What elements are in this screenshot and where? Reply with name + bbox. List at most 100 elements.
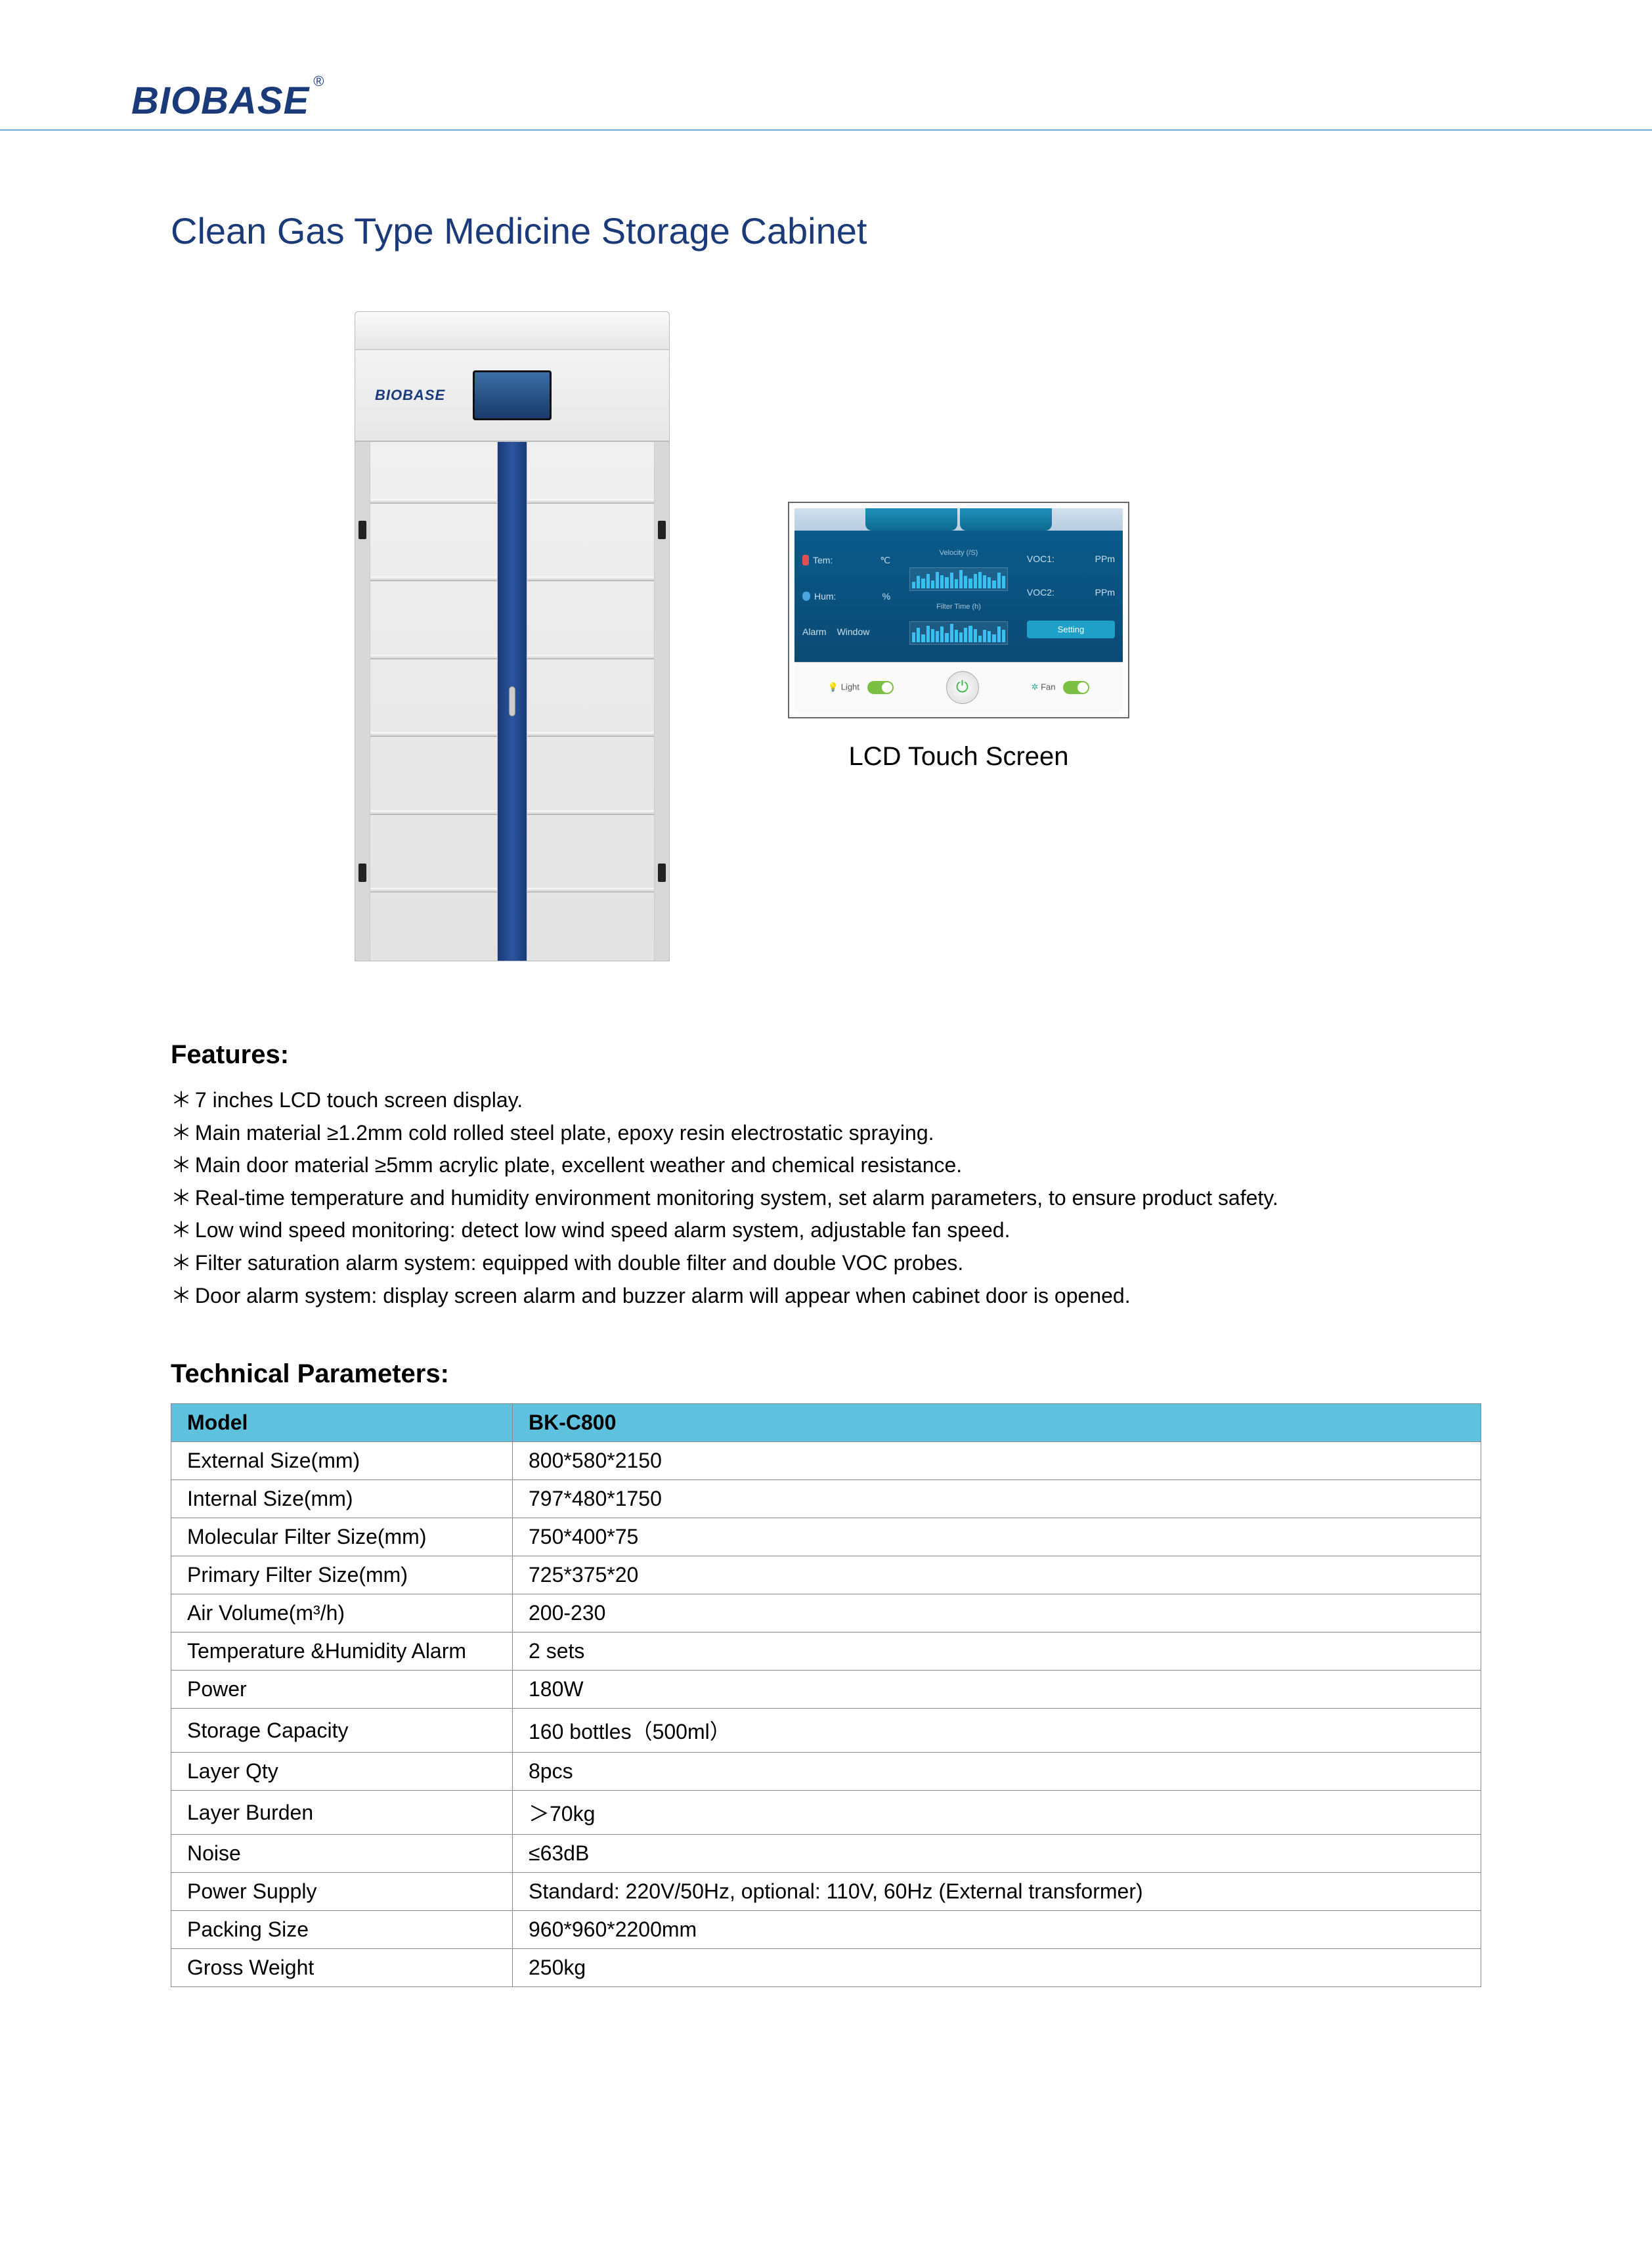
- shelf: [527, 499, 654, 504]
- table-cell-label: Storage Capacity: [171, 1709, 513, 1753]
- lcd-caption: LCD Touch Screen: [788, 742, 1129, 772]
- cabinet-top-cover: [355, 311, 670, 349]
- lcd-velocity-label: Velocity (/S): [940, 549, 978, 557]
- feature-item: Real-time temperature and humidity envir…: [171, 1182, 1481, 1215]
- lcd-hum-unit: %: [882, 591, 890, 602]
- cabinet-center: [370, 442, 655, 961]
- hinge-icon: [359, 864, 366, 882]
- table-cell-value: 250kg: [513, 1949, 1481, 1987]
- cabinet-mini-screen: [473, 370, 552, 420]
- lcd-touch-screen: Tem: ℃ Hum: % Alarm Win: [788, 502, 1129, 718]
- lcd-center-column: Velocity (/S) Filter Time (h): [897, 542, 1020, 650]
- table-cell-label: Power Supply: [171, 1873, 513, 1911]
- lcd-alarm-label: Alarm: [802, 626, 827, 637]
- table-cell-value: ≤63dB: [513, 1835, 1481, 1873]
- table-cell-label: Noise: [171, 1835, 513, 1873]
- shelf: [370, 499, 497, 504]
- shelf: [527, 810, 654, 815]
- drop-icon: [802, 592, 810, 601]
- table-cell-label: Air Volume(m³/h): [171, 1594, 513, 1632]
- lcd-tem-label: Tem:: [813, 555, 833, 565]
- shelf: [370, 577, 497, 581]
- table-row: External Size(mm)800*580*2150: [171, 1442, 1481, 1480]
- hinge-icon: [359, 521, 366, 539]
- cabinet-handle: [509, 686, 515, 716]
- cabinet-illustration: BIOBASE: [355, 311, 670, 961]
- feature-item: Main material ≥1.2mm cold rolled steel p…: [171, 1117, 1481, 1150]
- shelf: [527, 577, 654, 581]
- table-row: Layer Qty8pcs: [171, 1753, 1481, 1791]
- lcd-voc1-label: VOC1:: [1027, 554, 1054, 564]
- page-title: Clean Gas Type Medicine Storage Cabinet: [171, 209, 1481, 252]
- table-cell-value: 180W: [513, 1671, 1481, 1709]
- params-heading: Technical Parameters:: [171, 1359, 1481, 1389]
- table-cell-label: Layer Burden: [171, 1791, 513, 1835]
- lcd-voc2-label: VOC2:: [1027, 587, 1054, 598]
- lcd-light-control[interactable]: 💡 Light: [828, 681, 894, 694]
- table-row: Power180W: [171, 1671, 1481, 1709]
- cabinet-door-right: [527, 442, 655, 961]
- lcd-filter-time-label: Filter Time (h): [936, 603, 981, 611]
- brand-text: BIOBASE: [131, 79, 309, 122]
- brand-logo: BIOBASE®: [0, 79, 1652, 129]
- table-row: Temperature &Humidity Alarm2 sets: [171, 1632, 1481, 1671]
- lcd-velocity-chart: [909, 567, 1008, 591]
- table-cell-label: Gross Weight: [171, 1949, 513, 1987]
- table-cell-label: Temperature &Humidity Alarm: [171, 1632, 513, 1671]
- table-cell-label: Packing Size: [171, 1911, 513, 1949]
- lcd-fan-label: Fan: [1041, 682, 1055, 691]
- table-cell-value: 725*375*20: [513, 1556, 1481, 1594]
- feature-item: Main door material ≥5mm acrylic plate, e…: [171, 1149, 1481, 1182]
- lcd-fan-control[interactable]: ✲ Fan: [1032, 681, 1090, 694]
- table-cell-value: 8pcs: [513, 1753, 1481, 1791]
- shelf: [370, 810, 497, 815]
- table-header-cell: BK-C800: [513, 1404, 1481, 1442]
- table-cell-value: 800*580*2150: [513, 1442, 1481, 1480]
- table-cell-value: 2 sets: [513, 1632, 1481, 1671]
- feature-item: Filter saturation alarm system: equipped…: [171, 1247, 1481, 1280]
- table-cell-value: 960*960*2200mm: [513, 1911, 1481, 1949]
- lcd-tab: [960, 508, 1052, 531]
- hinge-icon: [658, 864, 666, 882]
- lcd-inner: Tem: ℃ Hum: % Alarm Win: [794, 508, 1123, 712]
- feature-item: Door alarm system: display screen alarm …: [171, 1280, 1481, 1313]
- lcd-tab: [865, 508, 957, 531]
- table-row: Storage Capacity160 bottles（500ml）: [171, 1709, 1481, 1753]
- shelf: [527, 888, 654, 892]
- lcd-tem-row: Tem: ℃: [802, 555, 890, 566]
- feature-item: 7 inches LCD touch screen display.: [171, 1084, 1481, 1117]
- table-cell-label: Primary Filter Size(mm): [171, 1556, 513, 1594]
- lcd-power-button[interactable]: ⏻: [946, 671, 979, 704]
- lcd-filter-chart: [909, 621, 1008, 645]
- cabinet-control-panel: BIOBASE: [355, 349, 670, 441]
- lcd-voc2-row: VOC2: PPm: [1027, 587, 1115, 598]
- lcd-hum-row: Hum: %: [802, 591, 890, 602]
- lcd-voc1-unit: PPm: [1095, 554, 1115, 564]
- table-cell-value: 797*480*1750: [513, 1480, 1481, 1518]
- features-list: 7 inches LCD touch screen display.Main m…: [171, 1084, 1481, 1312]
- lcd-block: Tem: ℃ Hum: % Alarm Win: [788, 502, 1129, 772]
- toggle-on-icon: [1063, 681, 1089, 694]
- lcd-alarm-row: Alarm Window: [802, 626, 890, 637]
- shelf: [370, 888, 497, 892]
- lcd-left-column: Tem: ℃ Hum: % Alarm Win: [802, 542, 890, 650]
- images-row: BIOBASE: [171, 311, 1481, 961]
- lcd-setting-button[interactable]: Setting: [1027, 621, 1115, 638]
- lcd-window-label: Window: [837, 626, 870, 637]
- table-cell-value: Standard: 220V/50Hz, optional: 110V, 60H…: [513, 1873, 1481, 1911]
- feature-item: Low wind speed monitoring: detect low wi…: [171, 1214, 1481, 1247]
- table-row: Gross Weight250kg: [171, 1949, 1481, 1987]
- table-row: Molecular Filter Size(mm)750*400*75: [171, 1518, 1481, 1556]
- cabinet-center-pillar: [498, 442, 527, 961]
- table-cell-label: Layer Qty: [171, 1753, 513, 1791]
- page: BIOBASE® Clean Gas Type Medicine Storage…: [0, 0, 1652, 2118]
- table-row: Power SupplyStandard: 220V/50Hz, optiona…: [171, 1873, 1481, 1911]
- features-heading: Features:: [171, 1040, 1481, 1070]
- toggle-on-icon: [867, 681, 894, 694]
- cabinet-body: [355, 441, 670, 961]
- table-header-row: Model BK-C800: [171, 1404, 1481, 1442]
- table-cell-label: External Size(mm): [171, 1442, 513, 1480]
- shelf: [527, 655, 654, 659]
- table-cell-value: ＞70kg: [513, 1791, 1481, 1835]
- content: Clean Gas Type Medicine Storage Cabinet …: [0, 209, 1652, 1987]
